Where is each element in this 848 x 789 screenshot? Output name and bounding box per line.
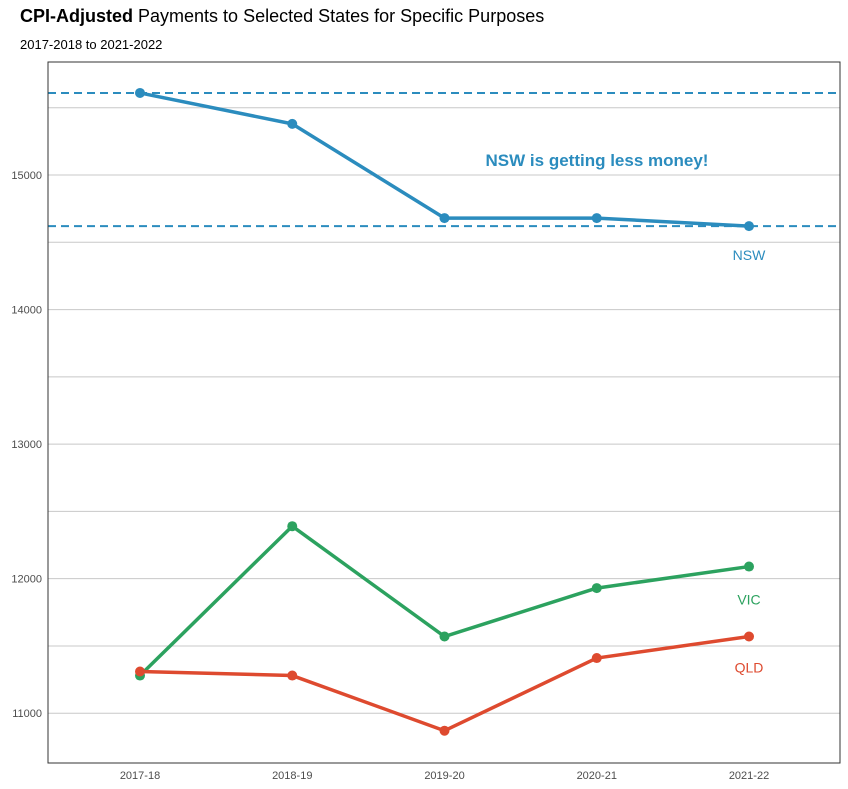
data-point-qld <box>591 653 602 664</box>
data-point-nsw <box>439 213 450 224</box>
x-tick-label: 2019-20 <box>424 770 464 782</box>
y-tick-label: 15000 <box>11 170 42 182</box>
series-label-nsw: NSW <box>733 247 766 263</box>
y-tick-label: 13000 <box>11 439 42 451</box>
chart-subtitle: 2017-2018 to 2021-2022 <box>20 37 163 52</box>
data-points <box>135 87 754 736</box>
series-line-vic <box>138 524 750 677</box>
data-point-nsw <box>591 213 602 224</box>
series-label-qld: QLD <box>735 660 764 676</box>
data-point-nsw <box>135 87 145 98</box>
x-tick-label: 2020-21 <box>577 770 617 782</box>
series-line-qld <box>139 634 750 733</box>
data-point-nsw <box>744 221 754 232</box>
plot-border <box>47 61 841 764</box>
data-point-qld <box>287 670 298 681</box>
gridlines <box>48 107 840 714</box>
data-point-qld <box>744 631 754 642</box>
data-point-qld <box>439 725 450 736</box>
data-point-vic <box>287 521 298 532</box>
data-point-vic <box>744 561 754 572</box>
data-point-qld <box>135 666 145 677</box>
annotation-text: NSW is getting less money! <box>486 151 709 170</box>
reference-lines <box>48 91 840 228</box>
chart-title: CPI-Adjusted Payments to Selected States… <box>20 6 545 26</box>
y-tick-label: 11000 <box>12 708 42 720</box>
x-tick-label: 2021-22 <box>729 770 769 782</box>
x-axis-ticks: 2017-18 2018-19 2019-20 2020-21 2021-22 <box>120 770 769 782</box>
x-tick-label: 2018-19 <box>272 770 312 782</box>
data-point-vic <box>591 583 602 594</box>
y-tick-label: 14000 <box>11 305 42 317</box>
series-labels: NSW VIC QLD <box>733 247 766 675</box>
data-point-nsw <box>287 118 298 129</box>
x-tick-label: 2017-18 <box>120 770 160 782</box>
y-axis-ticks: 11000 12000 13000 14000 15000 <box>11 170 42 720</box>
y-tick-label: 12000 <box>11 574 42 586</box>
series-label-vic: VIC <box>737 592 760 608</box>
data-point-vic <box>439 631 450 642</box>
